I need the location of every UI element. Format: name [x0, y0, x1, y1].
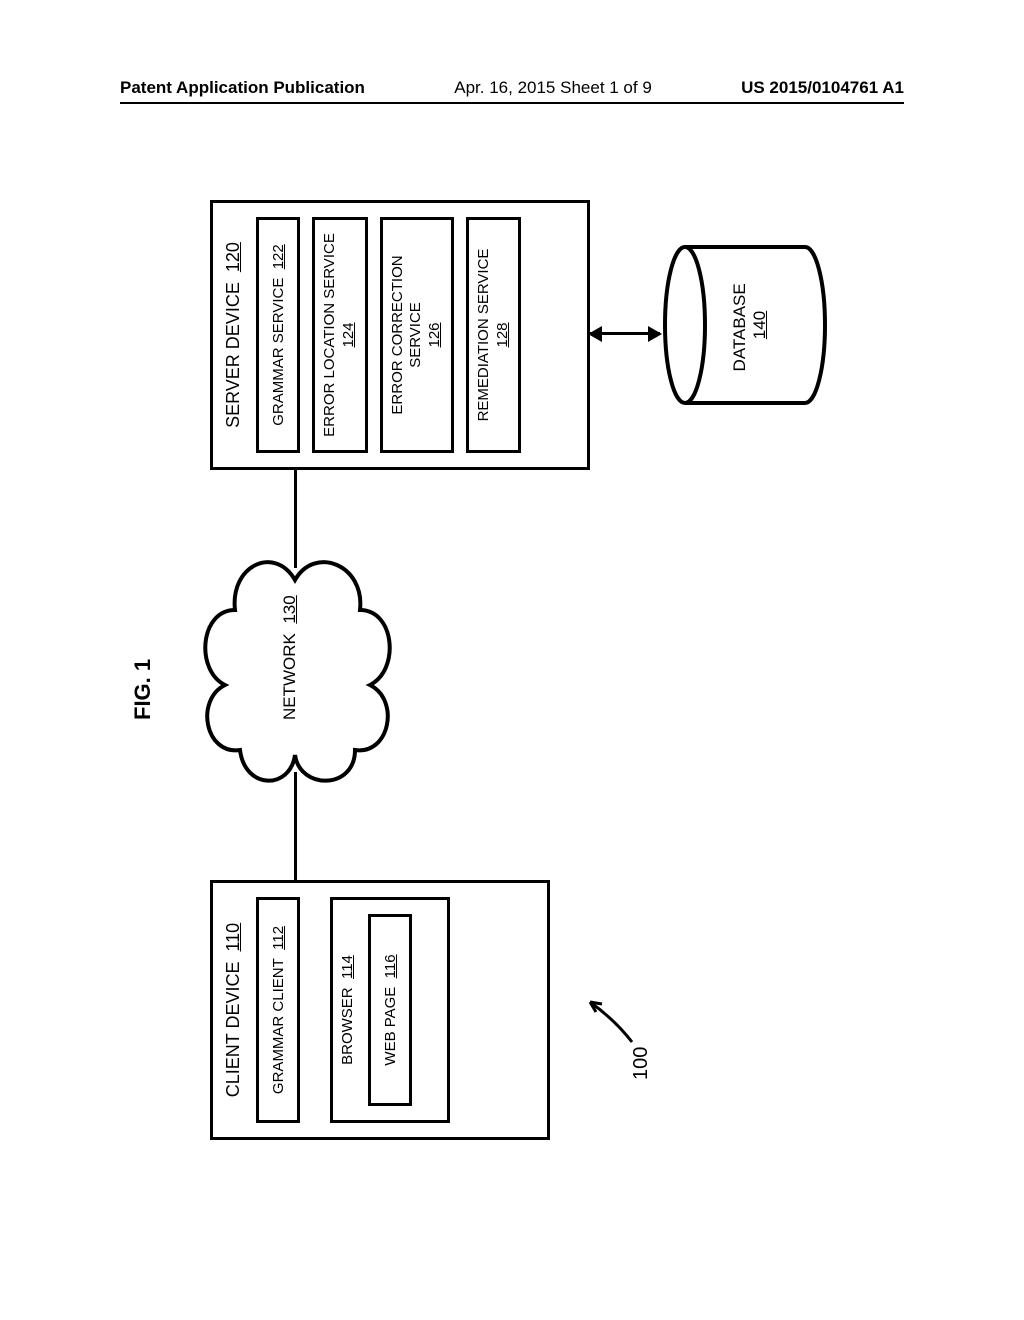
header-center: Apr. 16, 2015 Sheet 1 of 9 — [454, 78, 652, 98]
service-box: REMEDIATION SERVICE 128 — [466, 217, 522, 453]
web-page-box: WEB PAGE 116 — [368, 914, 412, 1106]
browser-title: BROWSER 114 — [339, 900, 356, 1120]
server-device-box: SERVER DEVICE 120 GRAMMAR SERVICE 122 ER… — [210, 200, 590, 470]
figure-container: FIG. 1 CLIENT DEVICE 110 GRAMMAR CLIENT … — [120, 160, 900, 1180]
service-box: ERROR CORRECTION SERVICE 126 — [380, 217, 454, 453]
service-box: ERROR LOCATION SERVICE 124 — [312, 217, 368, 453]
header-divider — [120, 102, 904, 104]
connector-client-network — [294, 772, 297, 880]
grammar-client-box: GRAMMAR CLIENT 112 — [256, 897, 300, 1123]
browser-box: BROWSER 114 WEB PAGE 116 — [330, 897, 450, 1123]
reference-number-100: 100 — [630, 1047, 653, 1080]
client-device-title: CLIENT DEVICE 110 — [223, 883, 244, 1137]
header-right: US 2015/0104761 A1 — [741, 78, 904, 98]
figure-title: FIG. 1 — [130, 659, 156, 720]
connector-server-database — [590, 332, 660, 335]
service-box: GRAMMAR SERVICE 122 — [256, 217, 300, 453]
header-left: Patent Application Publication — [120, 78, 365, 98]
network-label: NETWORK 130 — [280, 595, 300, 720]
server-device-title: SERVER DEVICE 120 — [223, 203, 244, 467]
database-label: DATABASE 140 — [730, 270, 770, 380]
page-header: Patent Application Publication Apr. 16, … — [0, 78, 1024, 98]
connector-network-server — [294, 470, 297, 568]
figure-rotated: FIG. 1 CLIENT DEVICE 110 GRAMMAR CLIENT … — [120, 160, 900, 1180]
client-device-box: CLIENT DEVICE 110 GRAMMAR CLIENT 112 BRO… — [210, 880, 550, 1140]
